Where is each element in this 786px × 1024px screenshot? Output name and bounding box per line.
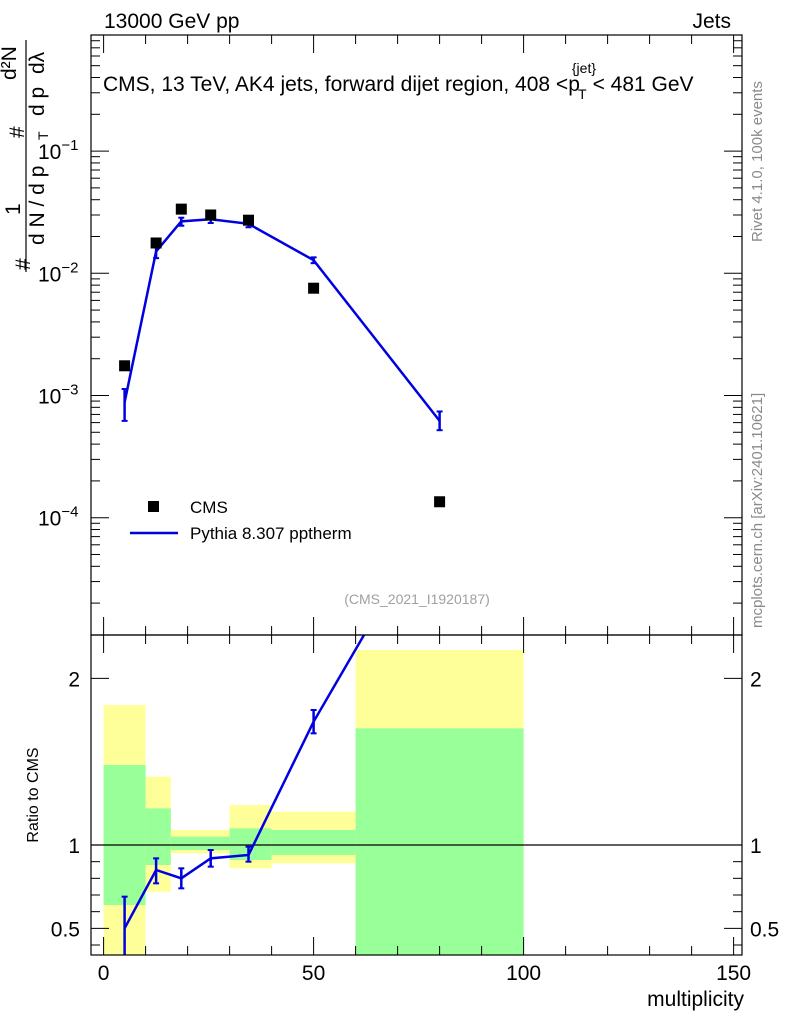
ratio-y-tick-label-left: 0.5	[51, 918, 80, 941]
y-title-hash-2: #	[6, 126, 29, 138]
y-title-dn-dpt: d N / d p	[26, 166, 49, 245]
ratio-plot-frame	[90, 634, 743, 956]
main-title: CMS, 13 TeV, AK4 jets, forward dijet reg…	[103, 60, 694, 102]
main-y-tick-label: 10−3	[38, 381, 78, 408]
ratio-band-inner	[229, 828, 272, 860]
ratio-band-inner	[103, 765, 146, 905]
ratio-y-tick-label-right: 1	[750, 835, 762, 858]
ratio-band-inner	[170, 836, 230, 850]
ratio-y-tick-label-left: 2	[68, 668, 80, 691]
x-tick-label: 100	[506, 962, 541, 985]
cms-data-marker	[119, 360, 131, 372]
title-prefix: CMS, 13 TeV, AK4 jets, forward dijet reg…	[103, 73, 580, 96]
main-plot-frame	[90, 34, 743, 636]
x-axis-title: multiplicity	[647, 988, 744, 1011]
mcplots-source-label: mcplots.cern.ch [arXiv:2401.10621]	[749, 393, 766, 628]
y-title-pt-subscript: T	[35, 131, 51, 140]
y-title-hash-1: #	[12, 258, 35, 270]
ratio-y-tick-label-left: 1	[68, 835, 80, 858]
main-y-axis-title: # 1 d N / d p T # d²N d p dλ	[0, 40, 51, 272]
cms-data-marker	[205, 209, 217, 221]
pythia-curve	[123, 217, 441, 422]
main-panel: 10−1 10−2 10−3 10−4 # 1 d N / d p T # d²N d…	[0, 34, 743, 636]
ratio-y-tick-labels: 0.5 0.5 1 1 2 2	[51, 668, 779, 941]
title-sub: T	[578, 86, 587, 102]
cms-data-marker	[434, 496, 446, 508]
category-label: Jets	[692, 10, 731, 33]
y-title-d2n: d²N	[0, 46, 21, 80]
y-title-one: 1	[2, 203, 25, 215]
x-tick-label: 150	[716, 962, 751, 985]
main-y-tick-label: 10−2	[38, 259, 78, 286]
main-axis-ticks	[91, 35, 742, 635]
cms-data-marker	[308, 282, 320, 294]
y-title-dpt: d p	[26, 87, 49, 116]
ratio-x-tick-labels: 0 50 100 150	[98, 962, 751, 985]
cms-data-marker	[175, 203, 187, 215]
ratio-y-tick-label-right: 2	[750, 668, 762, 691]
ratio-y-tick-label-right: 0.5	[750, 918, 779, 941]
cms-data-marker	[150, 237, 162, 249]
ratio-band-inner	[145, 808, 171, 865]
ratio-y-axis-title: Ratio to CMS	[25, 747, 42, 842]
main-y-tick-label: 10−1	[38, 137, 78, 164]
y-title-dlambda: dλ	[26, 51, 49, 74]
legend: CMS Pythia 8.307 pptherm	[130, 498, 352, 543]
legend-cms-marker	[148, 501, 159, 512]
main-y-tick-label: 10−4	[38, 504, 78, 531]
x-tick-label: 0	[98, 962, 110, 985]
ratio-series	[121, 634, 366, 955]
title-suffix: < 481 GeV	[593, 73, 694, 96]
ratio-uncertainty-bands	[103, 650, 524, 955]
beam-label: 13000 GeV pp	[104, 10, 239, 33]
rivet-version-label: Rivet 4.1.0, 100k events	[749, 81, 766, 242]
main-series	[119, 203, 446, 508]
x-tick-label: 50	[302, 962, 325, 985]
ratio-band-inner	[271, 830, 356, 855]
legend-cms-label: CMS	[190, 498, 228, 517]
ratio-band-inner	[355, 728, 524, 955]
cms-data-marker	[243, 214, 254, 226]
ratio-panel: 0.5 0.5 1 1 2 2 0 50 100 150 Ratio to CMS multip…	[25, 634, 779, 1011]
ratio-axis-ticks	[91, 635, 742, 955]
analysis-watermark: (CMS_2021_I1920187)	[344, 591, 490, 607]
title-sup: {jet}	[572, 60, 596, 76]
legend-pythia-label: Pythia 8.307 pptherm	[190, 524, 352, 543]
main-y-tick-labels: 10−1 10−2 10−3 10−4	[38, 137, 78, 531]
